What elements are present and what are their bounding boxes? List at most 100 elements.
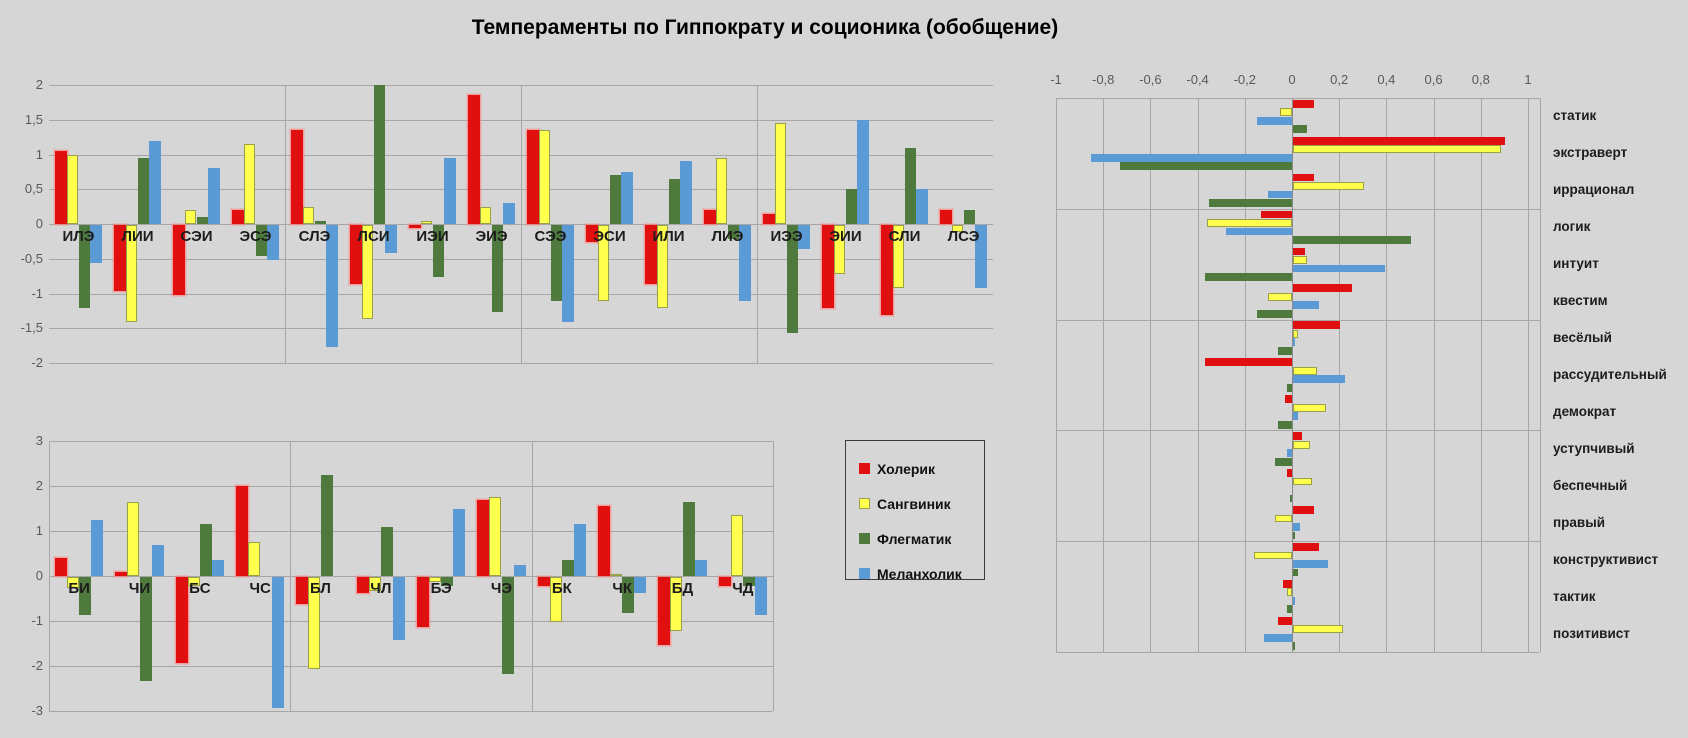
- bar-Флегматик-БЛ: [320, 474, 333, 576]
- group-separator-line: [531, 441, 533, 711]
- bar-Холерик-ЧК: [598, 506, 611, 576]
- bar-Флегматик-статик: [1293, 125, 1308, 134]
- gridline: [49, 531, 773, 532]
- bar-Флегматик-ЧЭ: [501, 577, 514, 674]
- category-label-демократ: демократ: [1553, 403, 1617, 419]
- bar-Флегматик-ЛСЭ: [963, 210, 976, 224]
- group-separator-line: [1056, 208, 1540, 210]
- bar-Меланхолик-ЛИЭ: [739, 225, 752, 302]
- gridline: [49, 363, 993, 364]
- bar-Сангвиник-логик: [1207, 219, 1292, 227]
- bar-Холерик-ЭИИ: [821, 225, 834, 309]
- bar-Холерик-ЭИЭ: [467, 95, 480, 224]
- bar-Меланхолик-БС: [211, 560, 224, 576]
- category-label-БЛ: БЛ: [310, 580, 331, 597]
- bar-Холерик-ЭСИ: [585, 225, 598, 243]
- bar-Холерик-ЧИ: [115, 571, 128, 576]
- bar-Флегматик-ЧЛ: [380, 526, 393, 576]
- x-axis-tick-label: 0,6: [1424, 72, 1443, 87]
- bar-Флегматик-БД: [682, 501, 695, 576]
- bar-Флегматик-квестим: [1256, 309, 1292, 318]
- category-label-тактик: тактик: [1553, 588, 1596, 604]
- gridline: [49, 666, 773, 667]
- bar-Холерик-БИ: [55, 558, 68, 576]
- bar-Меланхолик-рассудительный: [1293, 375, 1345, 384]
- bar-Меланхолик-ЧИ: [151, 544, 164, 576]
- category-label-ЧД: ЧД: [732, 580, 754, 597]
- bar-Флегматик-СЛИ: [904, 147, 917, 224]
- bar-Сангвиник-рассудительный: [1293, 366, 1317, 375]
- bar-Сангвиник-ЭСЭ: [243, 144, 256, 224]
- bar-Сангвиник-ЧК: [610, 573, 623, 576]
- group-separator-line: [1056, 319, 1540, 321]
- bar-Меланхолик-интуит: [1293, 264, 1386, 273]
- category-label-иррационал: иррационал: [1553, 182, 1635, 198]
- group-separator-line: [521, 85, 522, 363]
- legend-swatch-icon: [859, 568, 870, 579]
- bar-Холерик-СЛЭ: [290, 130, 303, 224]
- category-label-рассудительный: рассудительный: [1553, 367, 1667, 382]
- gridline: [49, 576, 773, 577]
- group-separator-line: [773, 441, 774, 711]
- bar-Флегматик-ЧД: [742, 577, 755, 586]
- bar-Холерик-ЭСЭ: [231, 210, 244, 224]
- bar-Сангвиник-БК: [549, 577, 562, 622]
- bar-Холерик-ИЛЭ: [54, 151, 67, 224]
- gridline: [1056, 98, 1057, 652]
- bar-Сангвиник-СЛЭ: [302, 206, 315, 224]
- bar-Флегматик-позитивист: [1293, 642, 1296, 651]
- bar-Меланхолик-ЭСЭ: [267, 225, 280, 260]
- bar-Холерик-БК: [537, 577, 550, 586]
- bar-Меланхолик-ЧЭ: [513, 564, 526, 576]
- bar-Меланхолик-иррационал: [1268, 190, 1292, 199]
- bar-Флегматик-СЛЭ: [314, 220, 327, 224]
- bar-Меланхолик-позитивист: [1263, 633, 1292, 642]
- bar-Флегматик-ЭИИ: [845, 189, 858, 224]
- bar-Холерик-ЧЭ: [477, 499, 490, 576]
- bar-Флегматик-ЧИ: [139, 577, 152, 681]
- bar-Холерик-ЧС: [236, 486, 249, 576]
- bar-Флегматик-демократ: [1277, 420, 1292, 429]
- group-separator-line: [1056, 430, 1540, 432]
- category-label-правый: правый: [1553, 514, 1606, 530]
- y-axis-tick-label: -2: [31, 658, 43, 673]
- bar-Сангвиник-ЧЭ: [489, 497, 502, 576]
- bar-Сангвиник-позитивист: [1293, 625, 1343, 634]
- bar-Сангвиник-ЧД: [730, 515, 743, 576]
- category-label-квестим: квестим: [1553, 293, 1608, 309]
- bar-Флегматик-иррационал: [1209, 199, 1292, 207]
- x-axis-tick-label: 0,2: [1330, 72, 1349, 87]
- y-axis-tick-label: -1: [31, 285, 43, 301]
- y-axis-tick-label: 2: [35, 77, 43, 92]
- gridline: [49, 441, 773, 442]
- legend-swatch-icon: [859, 498, 870, 509]
- bar-Сангвиник-ЧИ: [127, 501, 140, 576]
- category-label-СЛИ: СЛИ: [888, 228, 921, 245]
- category-label-ЛИЭ: ЛИЭ: [711, 228, 744, 245]
- bar-Сангвиник-БС: [187, 577, 200, 586]
- bar-Меланхолик-БД: [694, 560, 707, 576]
- category-label-БИ: БИ: [68, 580, 90, 597]
- bar-Холерик-статик: [1293, 99, 1315, 108]
- category-label-ЭИЭ: ЭИЭ: [475, 228, 508, 245]
- bar-Сангвиник-весёлый: [1293, 329, 1298, 338]
- bar-Меланхолик-ЭИЭ: [503, 203, 516, 224]
- legend-item-Меланхолик: Меланхолик: [859, 556, 984, 591]
- bar-Холерик-ИЭИ: [408, 225, 421, 229]
- bar-Меланхолик-БК: [573, 524, 586, 576]
- bar-Сангвиник-ЛСЭ: [951, 225, 964, 232]
- y-axis-tick-label: 1: [35, 146, 43, 162]
- y-axis-tick-label: 1,5: [24, 111, 43, 127]
- bar-Меланхолик-ИЭИ: [444, 157, 457, 224]
- x-axis-tick-label: -1: [1050, 72, 1062, 87]
- bar-Флегматик-конструктивист: [1293, 568, 1298, 577]
- bar-Флегматик-беспечный: [1289, 494, 1292, 503]
- bar-Флегматик-БС: [199, 524, 212, 576]
- bar-Меланхолик-ИЛИ: [680, 161, 693, 224]
- y-axis-tick-label: 3: [35, 433, 43, 448]
- category-label-БЭ: БЭ: [430, 580, 452, 597]
- category-label-ИЛЭ: ИЛЭ: [62, 228, 95, 245]
- bar-Флегматик-правый: [1293, 531, 1296, 540]
- category-label-ЭСИ: ЭСИ: [593, 228, 626, 245]
- bar-Флегматик-интуит: [1204, 273, 1292, 281]
